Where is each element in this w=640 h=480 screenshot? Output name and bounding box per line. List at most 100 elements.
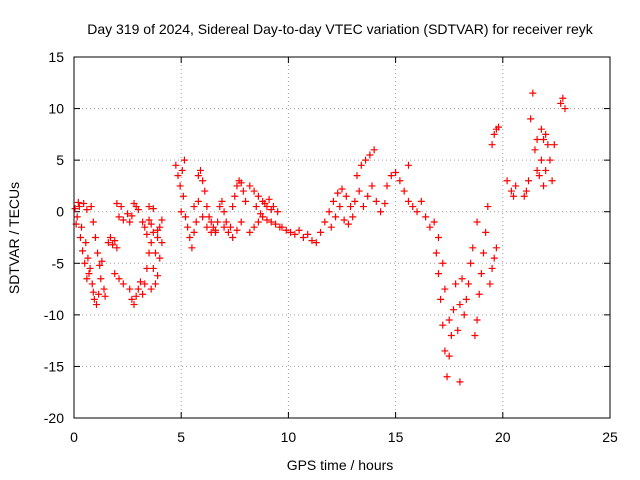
data-point xyxy=(269,203,277,211)
data-point xyxy=(432,249,440,257)
y-tick-label: 10 xyxy=(48,101,64,117)
data-point xyxy=(254,192,262,200)
data-point xyxy=(445,352,453,360)
data-point xyxy=(525,177,533,185)
data-point xyxy=(81,259,89,267)
data-point xyxy=(242,197,250,205)
plot-frame xyxy=(73,56,611,419)
data-point xyxy=(338,185,346,193)
data-point xyxy=(250,187,258,195)
data-point xyxy=(321,218,329,226)
y-tick-label: -5 xyxy=(52,255,65,271)
data-point xyxy=(145,203,153,211)
data-point xyxy=(94,249,102,257)
data-point xyxy=(447,331,455,339)
data-point xyxy=(141,280,149,288)
data-point xyxy=(143,264,151,272)
data-point xyxy=(71,205,79,213)
data-points xyxy=(71,89,569,386)
data-point xyxy=(404,161,412,169)
data-point xyxy=(139,218,147,226)
data-point xyxy=(134,206,142,214)
data-point xyxy=(181,213,189,221)
data-point xyxy=(156,254,164,262)
data-point xyxy=(488,141,496,149)
data-point xyxy=(312,239,320,247)
data-point xyxy=(490,130,498,138)
data-point xyxy=(317,228,325,236)
data-point xyxy=(368,182,376,190)
data-point xyxy=(179,192,187,200)
data-point xyxy=(512,182,520,190)
data-point xyxy=(174,172,182,180)
data-point xyxy=(462,295,470,303)
data-point xyxy=(87,203,95,211)
data-point xyxy=(233,182,241,190)
data-point xyxy=(95,290,103,298)
data-point xyxy=(93,301,101,309)
data-point xyxy=(355,187,363,195)
data-point xyxy=(139,290,147,298)
data-point xyxy=(176,182,184,190)
data-point xyxy=(113,199,121,207)
data-point xyxy=(467,259,475,267)
data-point xyxy=(533,136,541,144)
data-point xyxy=(295,226,303,234)
data-point xyxy=(147,239,155,247)
chart-title: Day 319 of 2024, Sidereal Day-to-day VTE… xyxy=(87,21,593,37)
data-point xyxy=(404,197,412,205)
data-point xyxy=(207,228,215,236)
data-point xyxy=(91,234,99,241)
data-point xyxy=(540,182,548,190)
data-point xyxy=(199,177,207,185)
data-point xyxy=(507,187,515,195)
data-point xyxy=(227,223,235,231)
data-point xyxy=(533,166,541,174)
x-tick-labels: 0 5 10 15 20 25 xyxy=(70,429,618,445)
data-point xyxy=(473,218,481,226)
data-point xyxy=(265,195,273,203)
data-point xyxy=(83,275,91,283)
data-point xyxy=(111,237,119,245)
x-tick-label: 15 xyxy=(388,429,404,445)
data-point xyxy=(134,285,142,293)
data-point xyxy=(214,218,222,226)
data-point xyxy=(113,244,121,252)
data-point xyxy=(362,156,370,164)
data-point xyxy=(229,234,237,241)
data-point xyxy=(75,203,83,211)
data-point xyxy=(422,213,430,221)
data-point xyxy=(458,275,466,283)
y-tick-label: -20 xyxy=(44,410,64,426)
data-point xyxy=(527,115,535,123)
y-axis-label: SDTVAR / TECUs xyxy=(6,182,22,294)
data-point xyxy=(184,223,192,231)
data-point xyxy=(540,136,548,144)
data-point xyxy=(546,156,554,164)
y-tick-label: 15 xyxy=(48,49,64,65)
data-point xyxy=(252,203,260,211)
data-point xyxy=(149,228,157,236)
data-point xyxy=(194,172,202,180)
data-point xyxy=(82,239,90,247)
data-point xyxy=(188,244,196,252)
data-point xyxy=(291,230,299,238)
data-point xyxy=(484,203,492,211)
data-point xyxy=(124,210,132,218)
data-point xyxy=(439,259,447,267)
data-point xyxy=(278,223,286,231)
data-point xyxy=(220,208,228,216)
data-point xyxy=(172,161,180,169)
data-point xyxy=(85,270,93,278)
data-point xyxy=(178,166,186,174)
data-point xyxy=(475,290,483,298)
data-point xyxy=(128,212,136,220)
data-point xyxy=(151,280,159,288)
data-point xyxy=(400,187,408,195)
data-point xyxy=(154,226,162,234)
data-point xyxy=(417,197,425,205)
data-point xyxy=(119,216,127,224)
data-point xyxy=(434,234,442,241)
data-point xyxy=(548,177,556,185)
